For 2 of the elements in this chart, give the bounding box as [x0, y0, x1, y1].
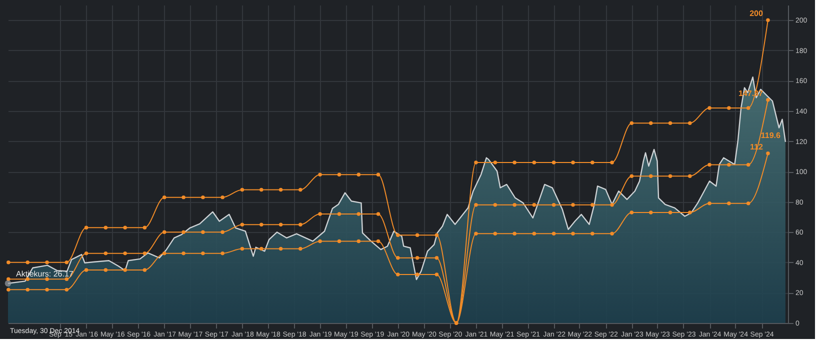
annotation: 200	[750, 9, 764, 18]
annotation: 119.6	[760, 130, 781, 140]
